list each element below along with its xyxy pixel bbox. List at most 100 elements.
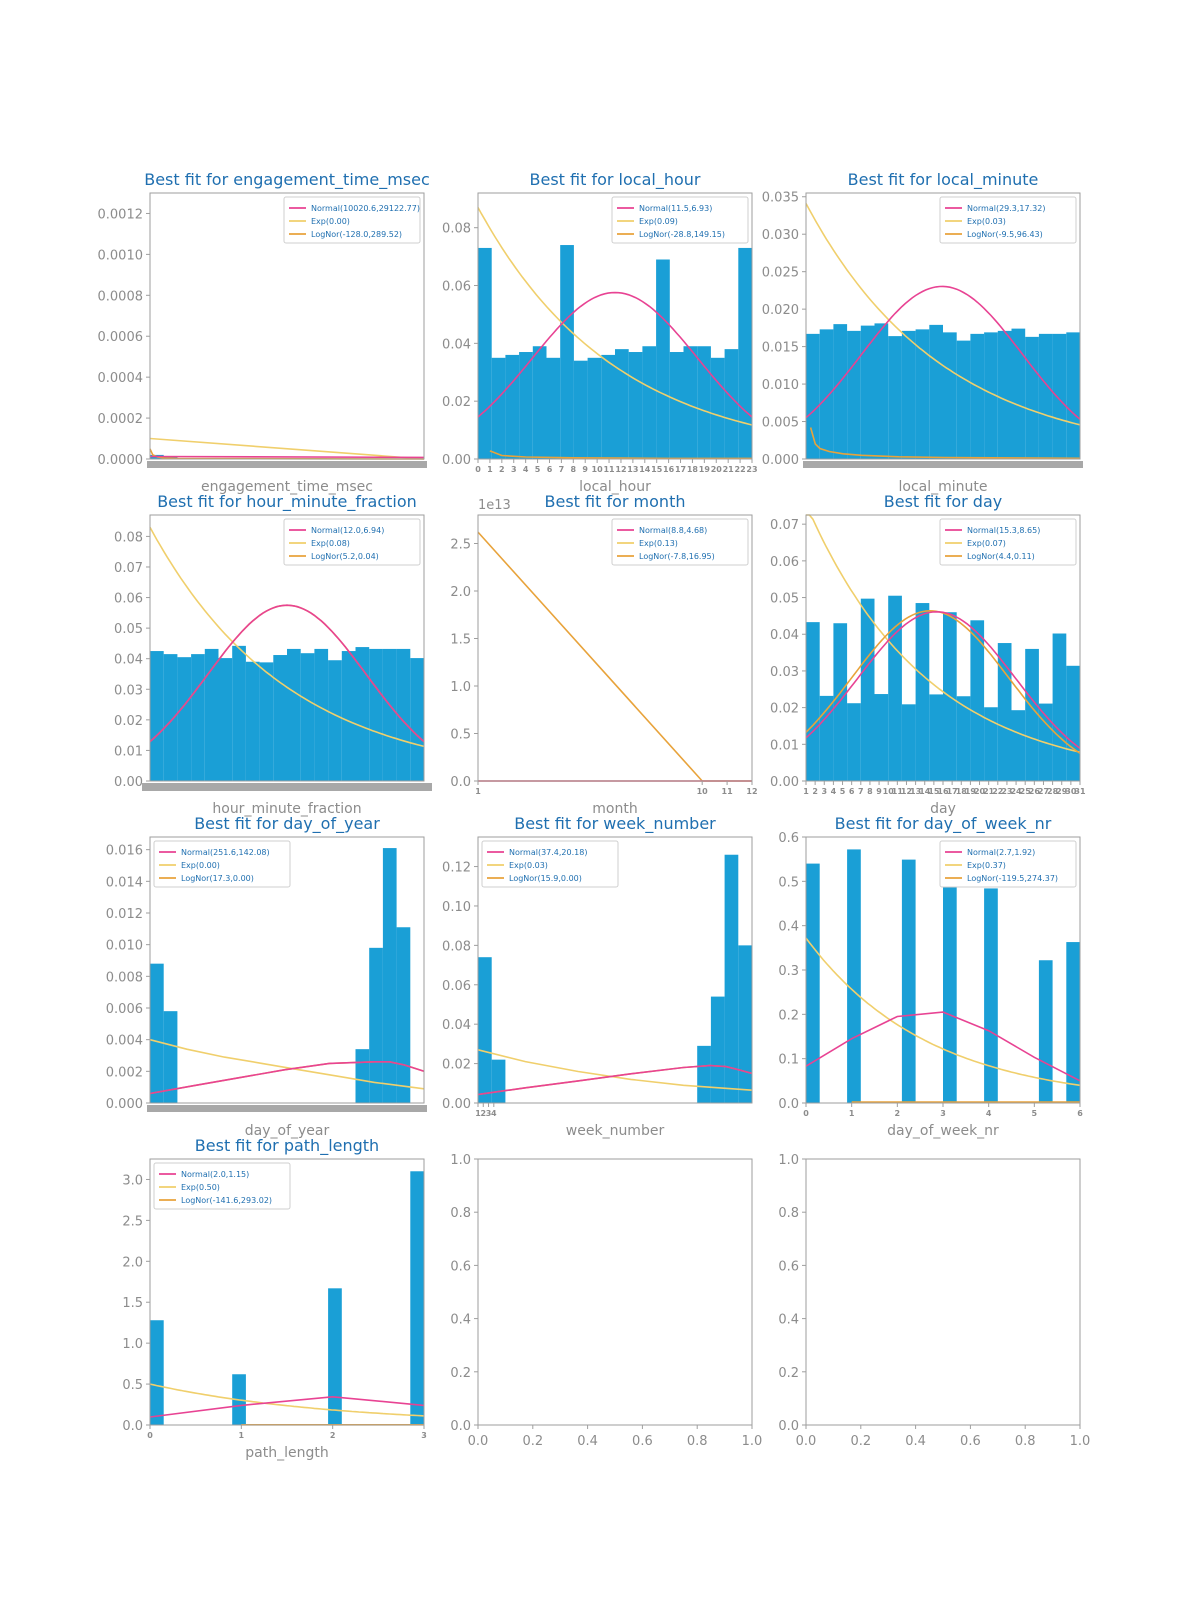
exp-curve [149,437,425,460]
x-tick-label: 3 [486,1109,492,1118]
legend-entry: LogNor(-128.0,289.52) [311,230,402,239]
x-tick-label: 14 [639,465,651,474]
y-tick-label: 0.00 [442,1097,471,1112]
bar [300,653,315,781]
y-tick-label: 0.00 [114,775,143,790]
y-tick-label: 0.02 [442,1058,471,1073]
bar [1052,633,1067,781]
bar [382,848,397,1103]
bar [806,863,820,1103]
y-tick-label: 0.000 [762,453,799,468]
exp-curve [477,1049,753,1091]
legend: Normal(10020.6,29122.77) Exp(0.00) LogNor(… [283,196,421,244]
bar [615,349,629,459]
x-tick-label: 13 [910,787,921,796]
bar [491,1059,506,1103]
x-tick-label: 1 [475,1109,481,1118]
x-tick-label: 18 [687,465,699,474]
normal-curve [805,610,1081,750]
legend: Normal(11.5,6.93) Exp(0.09) LogNor(-28.8,1… [611,196,749,244]
bar [724,854,739,1103]
bar [915,603,930,781]
y-tick-label: 0.8 [450,1206,471,1221]
x-tick-label: 20 [974,787,986,796]
subplot-11: 0.0 0.2 0.4 0.6 0.8 1.0 0.0 0.2 0.4 0.6 0.8 1.0 [450,1153,762,1449]
x-tick-label: 0.0 [468,1434,489,1449]
x-tick-label: 11 [722,787,734,796]
legend-entry: Normal(15.3,8.65) [967,526,1040,535]
x-tick-label: 10 [697,787,709,796]
legend: Normal(2.0,1.15) Exp(0.50) LogNor(-141.6,2… [153,1162,291,1210]
y-tick-label: 0.0006 [98,330,144,345]
y-tick-label: 0.5 [778,875,799,890]
x-tick-label: 3 [940,1109,946,1118]
x-tick-label: 2 [895,1109,901,1118]
x-tick-label: 22 [992,787,1003,796]
y-tick-label: 0.12 [442,861,471,876]
bar [997,330,1012,459]
y-tick-label: 0.03 [114,683,143,698]
y-tick-label: 0.5 [122,1378,143,1393]
y-tick-label: 0.2 [450,1366,471,1381]
legend-box [481,840,619,888]
x-tick-label: 21 [723,465,735,474]
exp-curve [149,1038,425,1090]
bar [163,1011,178,1103]
x-tick-label: 18 [956,787,968,796]
y-tick-label: 0.02 [114,714,143,729]
bar [355,647,370,781]
subplot-3: 0.000 0.005 0.010 0.015 0.020 0.025 0.030 0.035… [762,170,1083,495]
y-tick-label: 0.02 [442,395,471,410]
axes-frame [805,1158,1081,1426]
x-tick-label: 3 [511,465,517,474]
y-tick-label: 1.0 [778,1153,799,1168]
legend-entry: Exp(0.00) [311,217,350,226]
x-tick-label: 19 [699,465,711,474]
y-tick-label: 1.5 [450,633,471,648]
x-axis-label: day_of_week_nr [887,1123,999,1139]
legend-entry: Normal(2.7,1.92) [967,848,1035,857]
x-tick-label: 2 [480,1109,486,1118]
y-tick-label: 0.3 [778,964,799,979]
x-tick-label: 9 [876,787,882,796]
y-tick-label: 0.0012 [98,207,144,222]
x-axis-label: path_length [245,1445,328,1461]
bar [519,352,533,459]
bar [396,927,411,1103]
y-tick-label: 0.0 [778,1097,799,1112]
y-tick-label: 0.0 [450,775,471,790]
bar [738,945,752,1103]
bar [915,329,930,459]
histogram-bars [150,1171,424,1425]
bar [833,623,848,781]
x-tick-label: 1.0 [742,1434,763,1449]
y-tick-label: 0.035 [762,191,799,206]
bar [191,654,205,781]
y-tick-label: 0.4 [778,920,799,935]
bar [532,346,547,459]
y-tick-label: 0.06 [114,592,143,607]
y-tick-label: 0.0002 [98,412,144,427]
lognorm-curve [489,450,752,460]
exp-curve [149,526,425,748]
x-tick-label: 12 [615,465,626,474]
y-tick-label: 0.2 [778,1366,799,1381]
y-tick-label: 0.012 [106,907,143,922]
subplot-12: 0.0 0.2 0.4 0.6 0.8 1.0 0.0 0.2 0.4 0.6 0.8 1.0 [778,1153,1090,1449]
x-tick-label: 17 [675,465,686,474]
y-tick-label: 0.0000 [98,453,144,468]
y-tick-label: 0.6 [778,1259,799,1274]
bar [355,1049,370,1103]
x-tick-label: 7 [559,465,565,474]
x-tick-label: 5 [1032,1109,1038,1118]
legend-entry: Exp(0.03) [509,861,548,870]
x-tick-label: 4 [523,465,529,474]
y-tick-label: 0.002 [106,1065,143,1080]
bar [984,707,998,781]
x-tick-label: 14 [919,787,931,796]
legend-box [611,518,749,566]
bar [943,332,957,459]
x-tick-label: 2 [330,1431,336,1440]
bar [819,695,834,781]
